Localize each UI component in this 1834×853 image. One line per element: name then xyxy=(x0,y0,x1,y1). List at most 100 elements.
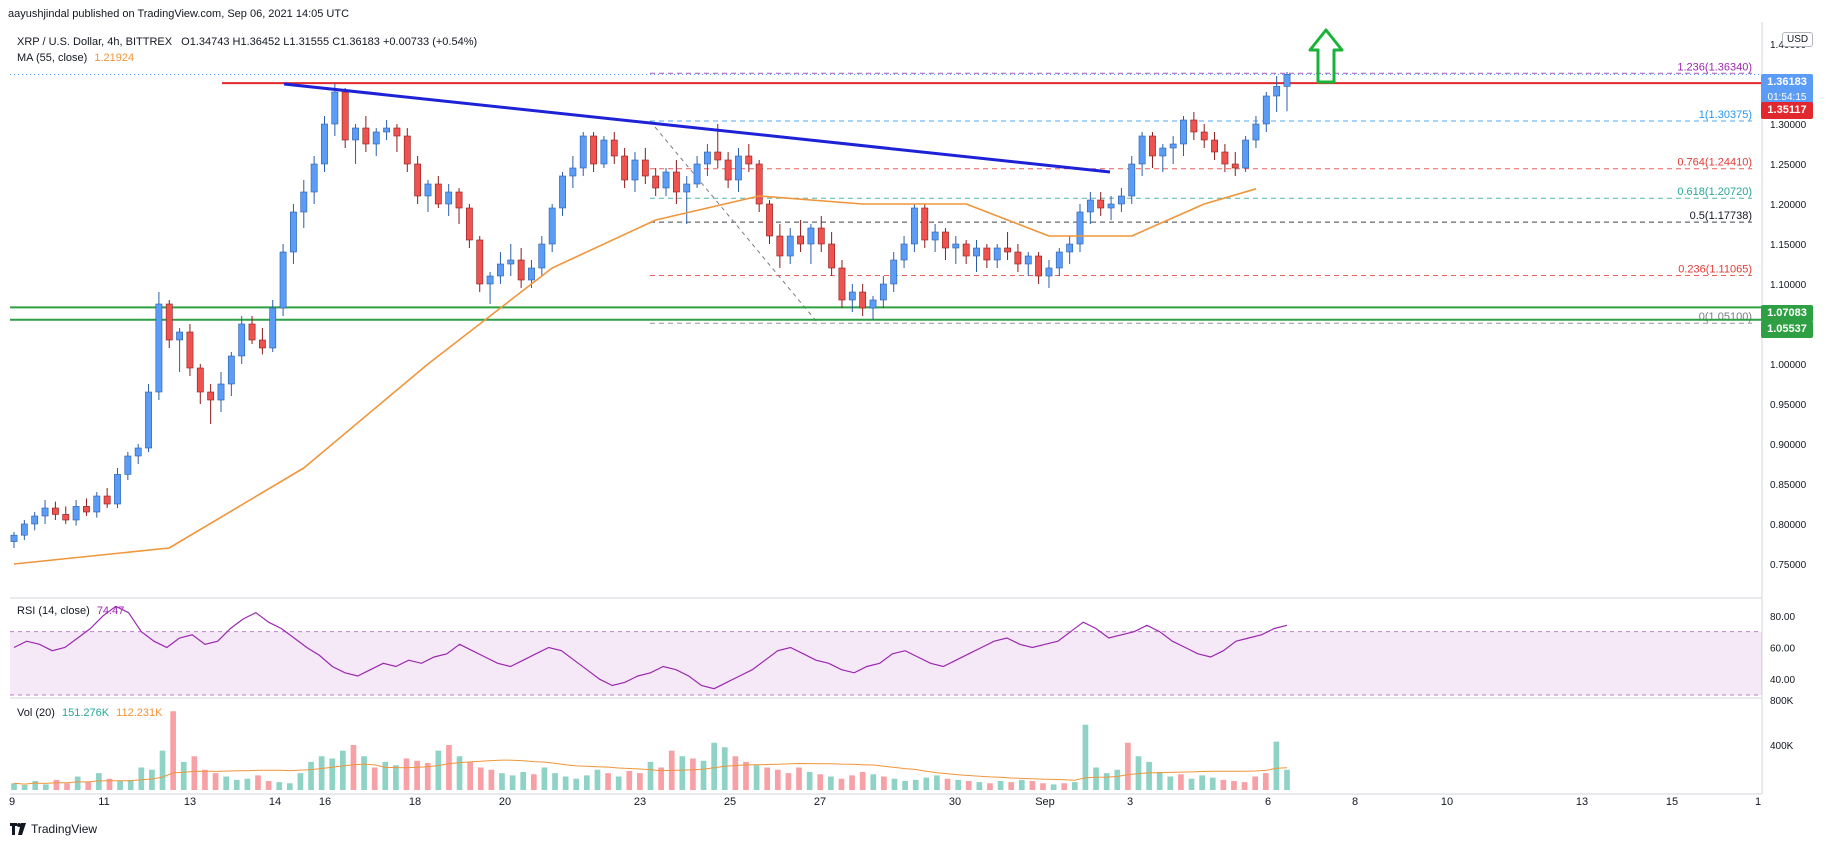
candle-body xyxy=(983,247,991,261)
ma-55-line xyxy=(13,188,1257,565)
volume-bar xyxy=(1252,776,1259,790)
symbol-legend: XRP / U.S. Dollar, 4h, BITTREX O1.34743 … xyxy=(17,36,477,48)
candle-body xyxy=(238,323,246,357)
candle-body xyxy=(931,231,939,241)
volume-bar xyxy=(1241,782,1248,790)
volume-bar xyxy=(297,773,304,790)
time-tick-label: 16 xyxy=(319,796,331,808)
volume-bar xyxy=(902,781,908,790)
candle-body xyxy=(300,191,308,213)
volume-bar xyxy=(1125,742,1131,790)
candle-body xyxy=(600,139,608,165)
up-arrow-annotation xyxy=(1308,28,1344,84)
volume-bar xyxy=(1071,782,1078,790)
candle-body xyxy=(1107,203,1115,209)
candle-body xyxy=(590,135,597,165)
volume-bar xyxy=(647,761,654,790)
time-tick-label: 27 xyxy=(814,796,826,808)
candle-body xyxy=(714,151,722,161)
fib-level-label: 0.5(1.17738) xyxy=(1690,210,1752,222)
rsi-tick-label: 40.00 xyxy=(1770,675,1795,686)
candle-body xyxy=(403,135,411,165)
countdown-box: 01:54:15 xyxy=(1761,89,1813,106)
fib-retracement: 1.236(1.36340) 1(1.30375) 0.764(1.24410) 0.… xyxy=(649,61,1752,324)
volume-bar xyxy=(467,761,474,790)
candle-body xyxy=(414,163,422,197)
volume-bars xyxy=(11,711,1290,790)
candle-body xyxy=(124,455,132,475)
volume-bar xyxy=(658,767,664,790)
candle-body xyxy=(1138,135,1146,165)
candle-body xyxy=(766,203,773,237)
candle-body xyxy=(1024,255,1032,265)
candle-body xyxy=(114,474,121,505)
volume-bar xyxy=(329,758,336,790)
volume-bar xyxy=(626,770,633,790)
rsi-legend[interactable]: RSI (14, close) 74.47 xyxy=(17,605,124,617)
resistance-price-box: 1.35117 xyxy=(1761,102,1813,119)
volume-bar xyxy=(944,778,951,790)
volume-bar xyxy=(1050,784,1057,790)
candle-body xyxy=(1169,143,1177,149)
candle-body xyxy=(41,507,49,517)
volume-bar xyxy=(1273,741,1280,790)
ma-legend[interactable]: MA (55, close) 1.21924 xyxy=(17,52,134,64)
candle-body xyxy=(838,267,846,301)
volume-bar xyxy=(870,774,877,790)
vol-legend[interactable]: Vol (20) 151.276K 112.231K xyxy=(17,707,162,719)
symbol-pair[interactable]: XRP / U.S. Dollar, 4h, BITTREX xyxy=(17,36,173,48)
currency-button[interactable]: USD xyxy=(1782,32,1814,47)
candle-body xyxy=(1149,135,1156,157)
rsi-tick-label: 60.00 xyxy=(1770,644,1795,655)
candle-body xyxy=(507,259,515,265)
volume-bar xyxy=(859,772,866,790)
rsi-line xyxy=(13,605,1288,690)
volume-bar xyxy=(1284,769,1290,790)
candle-body xyxy=(1283,74,1291,87)
volume-bar xyxy=(1093,767,1099,790)
volume-bar xyxy=(488,769,495,790)
volume-bar xyxy=(233,779,240,790)
time-tick-label: 15 xyxy=(1666,796,1678,808)
volume-bar xyxy=(85,782,92,790)
candle-body xyxy=(372,131,380,145)
time-tick-label: 11 xyxy=(98,796,109,808)
volume-bar xyxy=(881,776,887,790)
volume-bar xyxy=(637,773,643,790)
horizontal-levels xyxy=(10,74,1762,321)
time-tick-label: 18 xyxy=(409,796,421,808)
candle-body xyxy=(631,159,639,181)
candle-body xyxy=(817,227,825,245)
candle-body xyxy=(911,207,918,245)
candle-body xyxy=(165,303,173,341)
rsi-legend-label: RSI (14, close) xyxy=(17,605,90,617)
volume-bar xyxy=(1029,781,1036,790)
candle-body xyxy=(1045,267,1053,277)
time-tick-label: 13 xyxy=(184,796,196,808)
candle-body xyxy=(72,506,80,521)
candle-body xyxy=(1035,255,1043,277)
time-axis: 9 11 13 14 16 18 20 23 25 27 30 Sep 3 6 8 10 13 15 1 xyxy=(9,796,1761,808)
candle-body xyxy=(1066,243,1074,253)
volume-bar xyxy=(350,745,357,790)
candle-body xyxy=(1118,195,1125,205)
candle-body xyxy=(807,227,815,245)
volume-tick-label: 400K xyxy=(1770,741,1794,752)
candle-body xyxy=(1262,95,1270,125)
volume-bar xyxy=(934,775,940,790)
candle-body xyxy=(248,323,256,341)
candle-body xyxy=(1076,211,1084,245)
brand[interactable]: TradingView xyxy=(10,822,97,836)
candle-body xyxy=(134,447,142,457)
volume-bar xyxy=(127,779,134,790)
time-tick-label: 25 xyxy=(724,796,736,808)
volume-bar xyxy=(446,745,452,790)
candle-body xyxy=(1180,119,1187,145)
price-tick-label: 0.85000 xyxy=(1770,480,1807,491)
volume-bar xyxy=(955,779,961,790)
volume-bar xyxy=(212,773,219,790)
candle-body xyxy=(103,495,111,505)
volume-bar xyxy=(1061,783,1068,790)
candle-body xyxy=(1273,86,1281,97)
